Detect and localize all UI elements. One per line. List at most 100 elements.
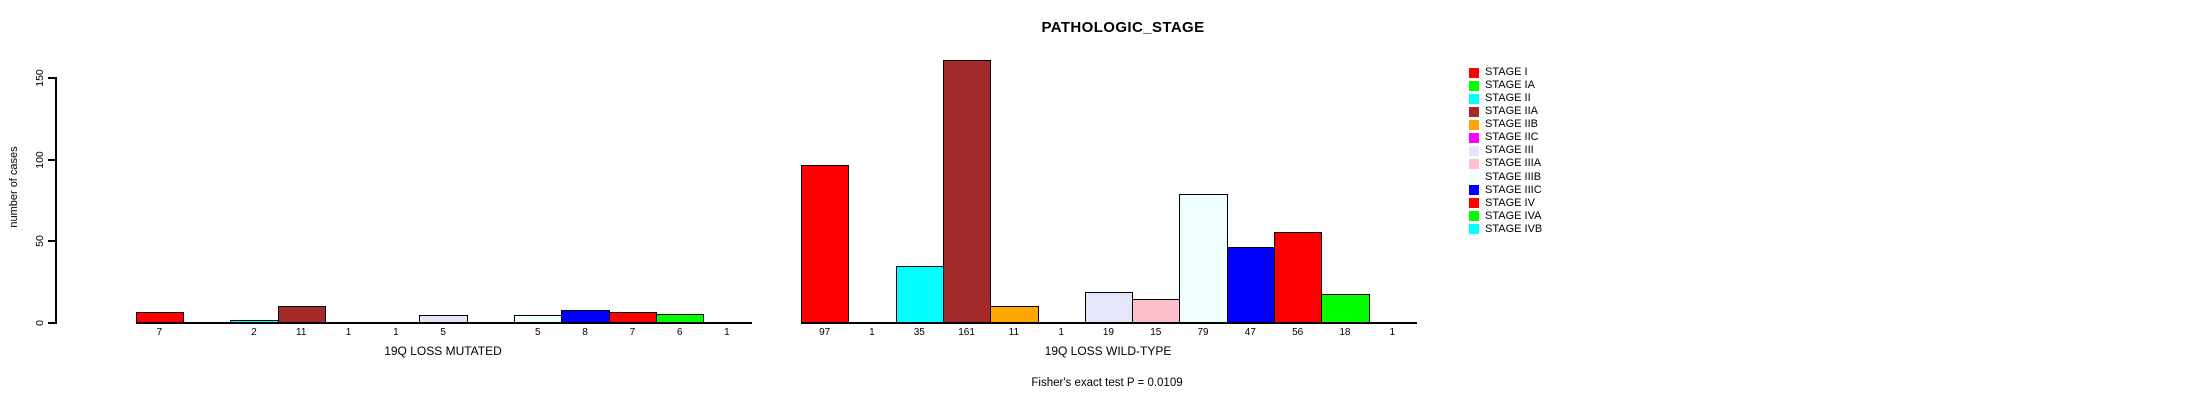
legend-label: STAGE IIIB [1485, 170, 1542, 183]
bar-value-label: 35 [913, 327, 925, 338]
legend-label: STAGE IIIC [1485, 183, 1542, 196]
bar-value-label: 11 [296, 327, 307, 338]
legend-item: STAGE IIA [1469, 105, 1538, 118]
bar-value-label: 56 [1292, 327, 1304, 338]
y-tick-label: 0 [34, 320, 46, 326]
footnote-fisher-test: Fisher's exact test P = 0.0109 [1031, 377, 1183, 389]
bar-value-label: 2 [251, 327, 257, 338]
bar-value-label: 7 [629, 327, 636, 338]
y-tick [48, 158, 55, 161]
bar [278, 305, 326, 324]
bar [896, 266, 944, 324]
legend-label: STAGE IA [1485, 79, 1535, 92]
legend-label: STAGE II [1485, 92, 1531, 105]
bar [848, 321, 897, 324]
bar [1038, 321, 1086, 324]
legend-label: STAGE IIC [1485, 131, 1539, 144]
legend-label: STAGE IIA [1485, 105, 1538, 118]
bar-value-label: 1 [869, 327, 875, 338]
bar-value-label: 1 [345, 327, 352, 338]
legend-item: STAGE IIIC [1469, 184, 1542, 197]
legend-label: STAGE III [1485, 144, 1534, 157]
legend-label: STAGE IIB [1485, 118, 1538, 131]
legend-item: STAGE IIIA [1469, 157, 1541, 170]
legend-swatch [1469, 106, 1479, 117]
bar [609, 312, 657, 324]
legend-item: STAGE IIB [1469, 118, 1538, 131]
legend-swatch [1469, 158, 1479, 169]
y-tick [48, 76, 55, 79]
legend-swatch [1469, 119, 1479, 130]
legend-item: STAGE IIC [1469, 131, 1539, 144]
bar-value-label: 161 [958, 327, 975, 338]
y-tick-label: 100 [34, 150, 46, 169]
y-tick [48, 322, 55, 324]
bar-value-label: 1 [724, 327, 730, 338]
bar [1227, 246, 1275, 324]
bar [1274, 231, 1322, 324]
bar [1321, 294, 1370, 324]
legend-swatch [1469, 67, 1479, 78]
legend-swatch [1469, 198, 1479, 209]
bar [372, 321, 420, 324]
legend-item: STAGE IA [1469, 79, 1535, 92]
bar [561, 310, 610, 324]
bar-value-label: 7 [156, 327, 163, 338]
legend-label: STAGE IV [1485, 196, 1535, 209]
legend-item: STAGE III [1469, 144, 1534, 157]
bar-value-label: 19 [1102, 327, 1114, 338]
y-axis-line [55, 77, 57, 324]
bar-value-label: 5 [534, 327, 541, 338]
bar-value-label: 6 [676, 327, 683, 338]
bar-value-label: 47 [1244, 327, 1256, 338]
bar [1369, 321, 1417, 324]
bar [1179, 194, 1228, 324]
bar [703, 321, 752, 324]
bar-value-label: 15 [1150, 327, 1162, 338]
legend-swatch [1469, 172, 1479, 183]
bar [1085, 292, 1133, 324]
bar [990, 305, 1039, 324]
legend-item: STAGE IIIB [1469, 171, 1541, 184]
legend-label: STAGE IVA [1485, 209, 1542, 222]
bar-value-label: 11 [1008, 327, 1020, 338]
y-tick-label: 50 [34, 235, 46, 248]
y-tick [48, 240, 55, 243]
y-tick-label: 150 [34, 69, 46, 87]
bar [230, 320, 279, 324]
bar [514, 315, 562, 324]
legend-swatch [1469, 185, 1479, 196]
bar [325, 321, 373, 324]
group-label-mutated: 19Q LOSS MUTATED [384, 344, 502, 358]
bar-value-label: 1 [1389, 327, 1396, 338]
bar [1132, 298, 1180, 324]
legend-item: STAGE IVB [1469, 223, 1542, 236]
bar [656, 313, 704, 324]
legend-label: STAGE IIIA [1485, 157, 1542, 170]
bar-value-label: 5 [440, 327, 446, 338]
bar-value-label: 1 [393, 327, 399, 338]
bar-value-label: 8 [582, 327, 588, 338]
legend-swatch [1469, 93, 1479, 104]
legend-item: STAGE II [1469, 92, 1531, 105]
legend-swatch [1469, 132, 1479, 143]
legend-item: STAGE IVA [1469, 210, 1541, 223]
legend-swatch [1469, 145, 1479, 156]
bar [801, 165, 849, 324]
legend-label: STAGE I [1485, 66, 1528, 78]
bar [136, 312, 184, 324]
group-label-wild-type: 19Q LOSS WILD-TYPE [1044, 344, 1172, 358]
legend-swatch [1469, 80, 1479, 91]
bar [943, 60, 991, 324]
legend-swatch [1469, 211, 1479, 222]
bar-value-label: 18 [1339, 327, 1351, 338]
legend-label: STAGE IVB [1485, 222, 1543, 235]
legend-item: STAGE IV [1469, 197, 1535, 210]
chart-title: PATHOLOGIC_STAGE [1041, 19, 1205, 36]
legend-item: STAGE I [1469, 66, 1528, 79]
bar-value-label: 79 [1197, 327, 1209, 338]
legend-swatch [1469, 224, 1479, 235]
bar [419, 315, 468, 324]
